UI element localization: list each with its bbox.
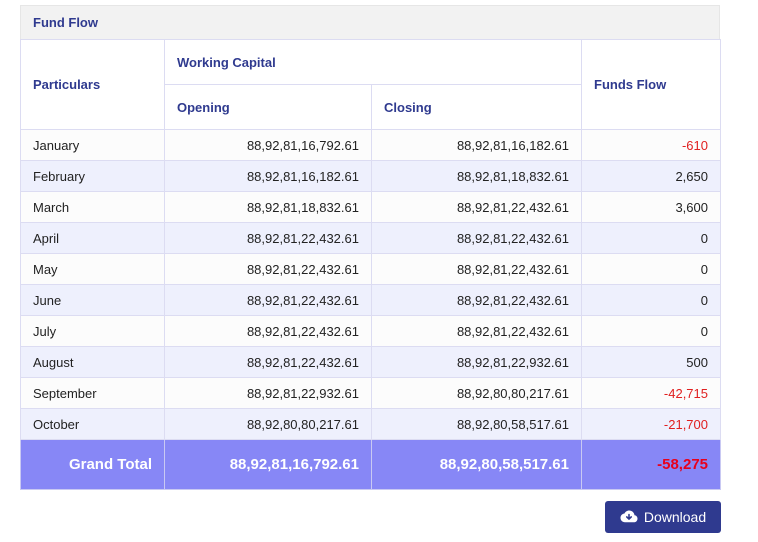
grand-total-flow: -58,275 bbox=[581, 439, 721, 490]
row-funds-flow: 3,600 bbox=[581, 191, 721, 223]
row-funds-flow: -21,700 bbox=[581, 408, 721, 440]
fund-flow-table: Particulars Working Capital Funds Flow O… bbox=[20, 39, 721, 490]
row-closing: 88,92,80,58,517.61 bbox=[371, 408, 582, 440]
row-month: July bbox=[20, 315, 165, 347]
row-funds-flow: 2,650 bbox=[581, 160, 721, 192]
header-closing: Closing bbox=[371, 84, 582, 130]
row-funds-flow: 500 bbox=[581, 346, 721, 378]
row-month: September bbox=[20, 377, 165, 409]
table-row: January 88,92,81,16,792.61 88,92,81,16,182… bbox=[20, 129, 721, 161]
row-opening: 88,92,81,22,432.61 bbox=[164, 222, 372, 254]
table-row: September 88,92,81,22,932.61 88,92,80,80,2… bbox=[20, 377, 721, 409]
row-opening: 88,92,81,18,832.61 bbox=[164, 191, 372, 223]
panel-title: Fund Flow bbox=[20, 5, 720, 39]
row-funds-flow: 0 bbox=[581, 315, 721, 347]
table-row: May 88,92,81,22,432.61 88,92,81,22,432.61 0 bbox=[20, 253, 721, 285]
row-closing: 88,92,80,80,217.61 bbox=[371, 377, 582, 409]
header-particulars: Particulars bbox=[20, 39, 165, 130]
cloud-download-icon bbox=[620, 510, 638, 524]
row-closing: 88,92,81,22,432.61 bbox=[371, 315, 582, 347]
row-funds-flow: -610 bbox=[581, 129, 721, 161]
grand-total-closing: 88,92,80,58,517.61 bbox=[371, 439, 582, 490]
grand-total-label: Grand Total bbox=[20, 439, 165, 490]
row-month: March bbox=[20, 191, 165, 223]
row-month: August bbox=[20, 346, 165, 378]
table-row: February 88,92,81,16,182.61 88,92,81,18,83… bbox=[20, 160, 721, 192]
grand-total-row: Grand Total 88,92,81,16,792.61 88,92,80,… bbox=[20, 439, 721, 490]
row-funds-flow: -42,715 bbox=[581, 377, 721, 409]
row-funds-flow: 0 bbox=[581, 253, 721, 285]
fund-flow-panel: Fund Flow Particulars Working Capital Fu… bbox=[20, 5, 721, 490]
row-month: February bbox=[20, 160, 165, 192]
row-closing: 88,92,81,22,432.61 bbox=[371, 191, 582, 223]
table-row: April 88,92,81,22,432.61 88,92,81,22,432.6… bbox=[20, 222, 721, 254]
row-funds-flow: 0 bbox=[581, 284, 721, 316]
header-funds-flow: Funds Flow bbox=[581, 39, 721, 130]
row-month: October bbox=[20, 408, 165, 440]
header-working-capital: Working Capital bbox=[164, 39, 582, 85]
row-opening: 88,92,81,22,432.61 bbox=[164, 284, 372, 316]
row-funds-flow: 0 bbox=[581, 222, 721, 254]
table-row: October 88,92,80,80,217.61 88,92,80,58,517… bbox=[20, 408, 721, 440]
row-opening: 88,92,81,16,182.61 bbox=[164, 160, 372, 192]
row-closing: 88,92,81,18,832.61 bbox=[371, 160, 582, 192]
row-closing: 88,92,81,22,432.61 bbox=[371, 253, 582, 285]
row-opening: 88,92,81,22,432.61 bbox=[164, 253, 372, 285]
row-opening: 88,92,81,16,792.61 bbox=[164, 129, 372, 161]
row-closing: 88,92,81,16,182.61 bbox=[371, 129, 582, 161]
table-row: July 88,92,81,22,432.61 88,92,81,22,432.61… bbox=[20, 315, 721, 347]
row-closing: 88,92,81,22,432.61 bbox=[371, 222, 582, 254]
row-month: May bbox=[20, 253, 165, 285]
table-row: June 88,92,81,22,432.61 88,92,81,22,432.61… bbox=[20, 284, 721, 316]
row-closing: 88,92,81,22,432.61 bbox=[371, 284, 582, 316]
table-body: January 88,92,81,16,792.61 88,92,81,16,182… bbox=[20, 129, 721, 440]
row-month: January bbox=[20, 129, 165, 161]
row-opening: 88,92,81,22,432.61 bbox=[164, 315, 372, 347]
row-opening: 88,92,81,22,932.61 bbox=[164, 377, 372, 409]
row-opening: 88,92,81,22,432.61 bbox=[164, 346, 372, 378]
row-month: June bbox=[20, 284, 165, 316]
row-month: April bbox=[20, 222, 165, 254]
header-opening: Opening bbox=[164, 84, 372, 130]
grand-total-opening: 88,92,81,16,792.61 bbox=[164, 439, 372, 490]
download-label: Download bbox=[643, 509, 707, 525]
table-row: March 88,92,81,18,832.61 88,92,81,22,432.6… bbox=[20, 191, 721, 223]
row-closing: 88,92,81,22,932.61 bbox=[371, 346, 582, 378]
row-opening: 88,92,80,80,217.61 bbox=[164, 408, 372, 440]
table-row: August 88,92,81,22,432.61 88,92,81,22,932.… bbox=[20, 346, 721, 378]
download-button[interactable]: Download bbox=[605, 501, 721, 533]
